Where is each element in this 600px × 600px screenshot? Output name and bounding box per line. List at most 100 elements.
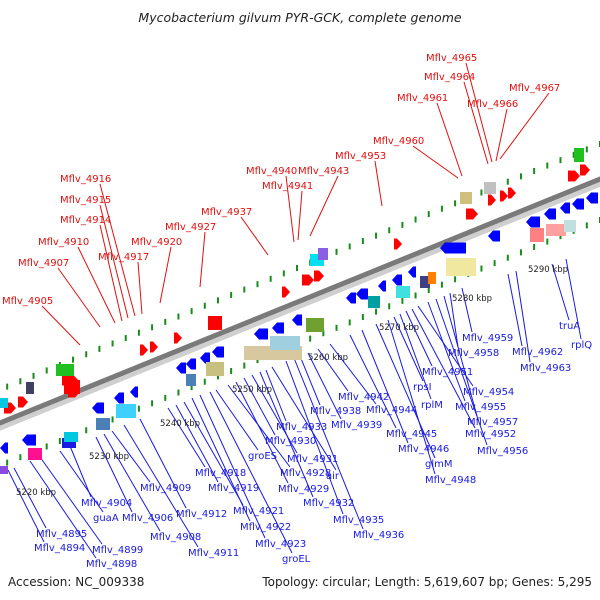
reverse-leader-line bbox=[461, 287, 473, 333]
upper-tick-dot bbox=[519, 173, 522, 180]
reverse-leader-line bbox=[299, 355, 321, 406]
lower-tick-dot bbox=[401, 297, 404, 304]
reverse-gene-label: glmM bbox=[425, 459, 453, 470]
reverse-gene-label: Mflv_4957 bbox=[467, 417, 518, 428]
tick-label: 5240 kbp bbox=[160, 419, 200, 429]
lower-tick-dot bbox=[493, 260, 496, 267]
lower-tick-dot bbox=[414, 292, 417, 299]
lower-tick-dot bbox=[361, 314, 364, 321]
reverse-gene-label: Mflv_4919 bbox=[208, 483, 259, 494]
gene-block bbox=[368, 296, 380, 308]
upper-tick-dot bbox=[98, 345, 101, 352]
upper-tick-dot bbox=[559, 157, 562, 164]
forward-leader-line bbox=[463, 81, 489, 165]
reverse-leader-line bbox=[405, 310, 433, 367]
reverse-gene-arrow bbox=[292, 314, 302, 326]
reverse-leader-line bbox=[7, 469, 45, 543]
lower-tick-dot bbox=[230, 367, 233, 374]
upper-tick-dot bbox=[414, 216, 417, 223]
gene-block bbox=[270, 336, 300, 350]
backbone-line bbox=[0, 176, 600, 426]
reverse-gene-label: Mflv_4918 bbox=[195, 468, 246, 479]
lower-tick-dot bbox=[216, 373, 219, 380]
forward-leader-line bbox=[159, 246, 172, 304]
lower-tick-dot bbox=[243, 362, 246, 369]
forward-gene-label: Mflv_4960 bbox=[373, 136, 424, 147]
upper-tick-dot bbox=[335, 248, 338, 255]
forward-gene-label: Mflv_4961 bbox=[397, 93, 448, 104]
reverse-gene-label: groES bbox=[248, 451, 277, 462]
gene-block bbox=[484, 182, 496, 194]
upper-tick-dot bbox=[72, 356, 75, 363]
reverse-gene-label: Mflv_4948 bbox=[425, 475, 476, 486]
reverse-gene-label: Mflv_4928 bbox=[280, 468, 331, 479]
reverse-gene-label: Mflv_4952 bbox=[465, 429, 516, 440]
upper-tick-dot bbox=[6, 383, 9, 390]
forward-gene-arrow bbox=[394, 238, 402, 250]
upper-tick-dot bbox=[572, 151, 575, 158]
reverse-gene-arrow bbox=[272, 322, 284, 334]
reverse-gene-label: Mflv_4951 bbox=[422, 367, 473, 378]
reverse-leader-line bbox=[329, 343, 377, 405]
tick-label: 5270 kbp bbox=[379, 323, 419, 333]
upper-tick-dot bbox=[282, 270, 285, 277]
reverse-gene-label: Mflv_4956 bbox=[477, 446, 528, 457]
lower-tick-dot bbox=[19, 454, 22, 461]
gene-block bbox=[574, 148, 584, 162]
upper-tick-dot bbox=[151, 324, 154, 331]
reverse-gene-arrow bbox=[544, 208, 556, 220]
reverse-gene-label: Mflv_4904 bbox=[81, 498, 132, 509]
upper-tick-dot bbox=[124, 335, 127, 342]
reverse-gene-label: Mflv_4895 bbox=[36, 529, 87, 540]
reverse-gene-label: Mflv_4908 bbox=[150, 532, 201, 543]
reverse-leader-line bbox=[317, 348, 349, 392]
tick-label: 5220 kbp bbox=[16, 488, 56, 498]
upper-tick-dot bbox=[361, 238, 364, 245]
reverse-gene-label: Mflv_4946 bbox=[398, 444, 449, 455]
reverse-leader-line bbox=[13, 467, 47, 529]
upper-tick-dot bbox=[296, 265, 298, 271]
forward-gene-label: Mflv_4915 bbox=[60, 195, 111, 206]
upper-tick-dot bbox=[216, 297, 219, 304]
forward-leader-line bbox=[137, 261, 143, 315]
reverse-leader-line bbox=[29, 460, 97, 559]
gene-block bbox=[116, 404, 136, 418]
reverse-gene-label: Mflv_4929 bbox=[278, 484, 329, 495]
lower-tick-dot bbox=[506, 254, 509, 261]
reverse-gene-arrow bbox=[200, 352, 210, 364]
gene-block bbox=[0, 398, 8, 408]
reverse-leader-line bbox=[235, 381, 289, 484]
reverse-gene-arrow bbox=[408, 266, 416, 278]
lower-tick-dot bbox=[533, 243, 536, 250]
forward-leader-line bbox=[495, 108, 508, 162]
reverse-leader-line bbox=[95, 436, 133, 513]
upper-tick-dot bbox=[164, 318, 167, 325]
forward-gene-arrow bbox=[302, 274, 314, 286]
reverse-leader-line bbox=[69, 445, 92, 498]
reverse-leader-line bbox=[515, 270, 531, 363]
reverse-gene-label: groEL bbox=[282, 554, 311, 565]
gene-block bbox=[446, 258, 476, 276]
reverse-gene-label: Mflv_4939 bbox=[331, 420, 382, 431]
reverse-gene-label: Mflv_4921 bbox=[233, 506, 284, 517]
reverse-gene-arrow bbox=[378, 280, 386, 292]
genome-summary-text: Topology: circular; Length: 5,619,607 bp… bbox=[261, 575, 592, 589]
reverse-gene-arrow bbox=[176, 362, 186, 374]
reverse-leader-line bbox=[443, 295, 478, 417]
lower-tick-dot bbox=[85, 427, 88, 434]
reverse-leader-line bbox=[139, 418, 187, 509]
gene-features bbox=[0, 148, 598, 474]
reverse-gene-arrow bbox=[114, 392, 124, 404]
lower-tick-dot bbox=[585, 222, 588, 229]
forward-leader-line bbox=[499, 92, 550, 160]
gene-block bbox=[530, 228, 544, 242]
upper-tick-dot bbox=[203, 302, 206, 309]
gene-block bbox=[396, 286, 410, 298]
forward-gene-labels: Mflv_4905 Mflv_4907 Mflv_4910 Mflv_4914 Mflv… bbox=[2, 53, 560, 307]
kbp-tick-labels: 5220 kbp 5230 kbp 5240 kbp 5250 kbp 5260… bbox=[16, 265, 568, 498]
upper-tick-dot bbox=[177, 313, 180, 320]
upper-tick-dot bbox=[111, 340, 114, 347]
reverse-gene-label: Mflv_4955 bbox=[455, 402, 506, 413]
reverse-leader-line bbox=[349, 334, 397, 429]
